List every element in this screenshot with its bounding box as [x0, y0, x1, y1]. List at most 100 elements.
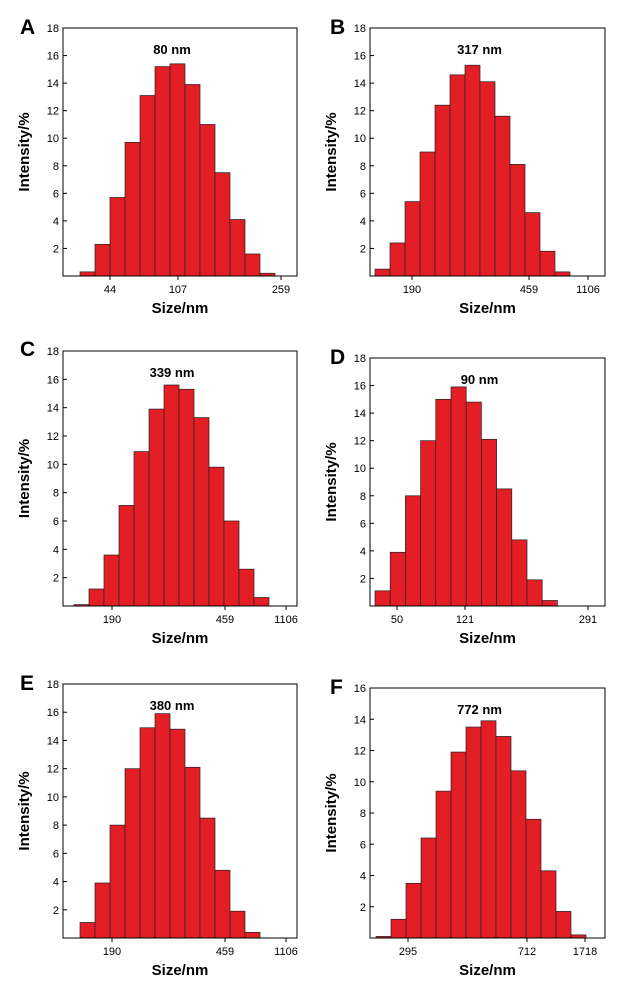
bar-d-0	[374, 590, 391, 607]
plot-frame-a	[62, 27, 298, 277]
bar-c-7	[178, 388, 195, 607]
bar-a-7	[184, 84, 201, 277]
y-tick-label-d-3: 8	[360, 491, 366, 503]
x-axis-label-e: Size/nm	[152, 962, 209, 979]
bar-d-6	[465, 401, 482, 607]
size-annotation-c: 339 nm	[150, 365, 195, 380]
bar-b-3	[419, 151, 436, 277]
bar-a-1	[94, 243, 111, 277]
bar-e-6	[169, 728, 186, 939]
bar-a-10	[229, 219, 246, 277]
y-tick-label-c-4: 10	[47, 459, 59, 471]
y-tick-label-c-2: 6	[53, 516, 59, 528]
x-tick-label-e-1: 459	[216, 946, 234, 958]
y-tick-label-d-5: 12	[354, 436, 366, 448]
x-tick-label-a-0: 44	[104, 284, 116, 296]
bar-f-3	[420, 837, 437, 939]
bar-e-10	[229, 910, 246, 939]
y-tick-label-c-8: 18	[47, 346, 59, 358]
y-tick-label-a-4: 10	[47, 133, 59, 145]
x-tick-label-f-2: 1718	[573, 946, 597, 958]
bar-a-3	[124, 142, 141, 277]
y-tick-label-e-6: 14	[47, 735, 59, 747]
bar-a-5	[154, 66, 171, 277]
bar-a-4	[139, 95, 156, 277]
x-tick-label-d-1: 121	[456, 614, 474, 626]
y-tick-label-a-7: 16	[47, 51, 59, 63]
x-tick-label-b-2: 1106	[576, 284, 600, 296]
y-tick-label-a-6: 14	[47, 78, 59, 90]
chart-panel-e: 2 4 6 8 10 12 14 16 18 190 459 1106 Size/nm Intensity…	[16, 672, 298, 979]
y-tick-label-c-3: 8	[53, 488, 59, 500]
x-tick-label-d-0: 50	[391, 614, 403, 626]
panel-letter-c: C	[20, 338, 35, 361]
y-tick-label-f-1: 4	[360, 871, 366, 883]
panel-letter-d: D	[330, 346, 345, 369]
bar-e-2	[109, 824, 126, 939]
bar-c-6	[163, 384, 180, 607]
bar-f-10	[525, 818, 542, 939]
bar-d-2	[405, 495, 421, 607]
bar-d-7	[481, 438, 497, 607]
bar-f-9	[510, 770, 527, 939]
y-tick-label-b-3: 8	[360, 161, 366, 173]
bar-b-9	[509, 164, 526, 277]
y-tick-label-d-1: 4	[360, 546, 366, 558]
y-tick-label-e-7: 16	[47, 707, 59, 719]
plot-frame-c	[62, 350, 298, 607]
bar-b-11	[539, 250, 556, 277]
bar-e-1	[94, 882, 111, 939]
plot-frame-d	[369, 357, 606, 607]
bar-a-0	[79, 271, 96, 277]
bar-c-8	[193, 417, 210, 607]
chart-panel-c: 2 4 6 8 10 12 14 16 18 190 459 1106 Size/nm Intensity…	[16, 338, 298, 647]
y-tick-label-d-8: 18	[354, 353, 366, 365]
x-tick-label-e-0: 190	[103, 946, 121, 958]
y-tick-label-a-3: 8	[53, 161, 59, 173]
x-tick-label-d-2: 291	[579, 614, 597, 626]
bar-e-8	[199, 817, 216, 939]
y-tick-label-b-8: 18	[354, 23, 366, 35]
chart-panel-a: 2 4 6 8 10 12 14 16 18 44 107 259 Size/nm Intensity/%…	[16, 16, 298, 317]
y-tick-label-f-4: 10	[354, 777, 366, 789]
bar-e-3	[124, 768, 141, 939]
y-tick-label-c-0: 2	[53, 573, 59, 585]
bar-f-11	[540, 870, 557, 939]
bar-f-2	[405, 882, 422, 939]
y-tick-label-e-0: 2	[53, 905, 59, 917]
bar-b-10	[524, 212, 541, 277]
y-tick-label-b-6: 14	[354, 78, 366, 90]
y-tick-label-b-1: 4	[360, 216, 366, 228]
bar-c-1	[88, 588, 105, 607]
y-tick-label-b-0: 2	[360, 243, 366, 255]
y-tick-label-d-6: 14	[354, 408, 366, 420]
y-tick-label-e-3: 8	[53, 820, 59, 832]
y-axis-label-c: Intensity/%	[16, 439, 33, 518]
y-tick-label-f-6: 14	[354, 714, 366, 726]
bar-f-1	[390, 918, 407, 939]
y-tick-label-f-5: 12	[354, 746, 366, 758]
x-tick-label-c-0: 190	[103, 614, 121, 626]
bar-c-4	[133, 451, 150, 607]
bar-b-5	[449, 74, 466, 277]
chart-panel-f: 2 4 6 8 10 12 14 16 295 712 1718 Size/nm Intensity/%…	[323, 676, 606, 979]
y-tick-label-c-7: 16	[47, 374, 59, 386]
bar-a-11	[244, 253, 261, 277]
y-tick-label-c-5: 12	[47, 431, 59, 443]
bar-b-8	[494, 115, 511, 277]
y-tick-label-b-5: 12	[354, 106, 366, 118]
x-axis-label-f: Size/nm	[459, 962, 516, 979]
x-tick-label-f-1: 712	[518, 946, 536, 958]
y-tick-label-a-0: 2	[53, 243, 59, 255]
bar-d-3	[420, 440, 437, 607]
y-tick-label-a-2: 6	[53, 188, 59, 200]
bar-a-6	[169, 63, 186, 277]
y-tick-label-c-1: 4	[53, 544, 59, 556]
x-axis-label-b: Size/nm	[459, 300, 516, 317]
size-annotation-a: 80 nm	[153, 42, 191, 57]
panel-letter-a: A	[20, 16, 35, 39]
bar-d-1	[389, 551, 406, 607]
y-tick-label-c-6: 14	[47, 403, 59, 415]
y-tick-label-e-4: 10	[47, 792, 59, 804]
